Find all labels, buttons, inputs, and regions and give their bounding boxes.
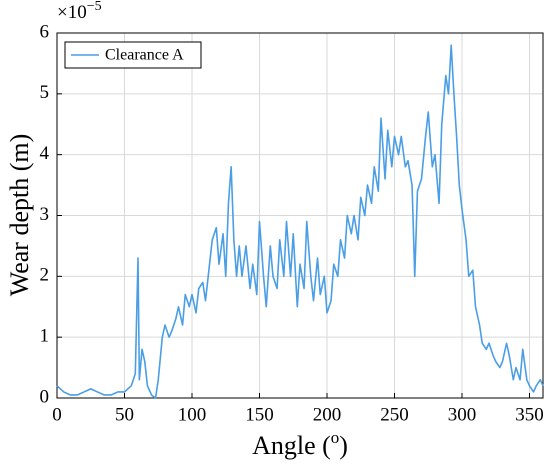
x-label-text: Angle ( bbox=[252, 431, 331, 460]
x-tick-label: 100 bbox=[178, 404, 207, 425]
legend-label: Clearance A bbox=[105, 47, 184, 64]
x-tick-label: 50 bbox=[115, 404, 134, 425]
x-tick-label: 300 bbox=[448, 404, 477, 425]
y-tick-label: 4 bbox=[40, 143, 50, 164]
legend-box bbox=[64, 41, 202, 69]
y-scale-base: ×10 bbox=[57, 2, 87, 23]
y-label: Wear depth (m) bbox=[5, 134, 34, 297]
x-tick-label: 200 bbox=[313, 404, 342, 425]
y-tick-label: 1 bbox=[40, 326, 50, 347]
x-label-sup: o bbox=[331, 428, 340, 447]
y-tick-label: 6 bbox=[40, 21, 50, 42]
x-tick-label: 350 bbox=[515, 404, 544, 425]
x-tick-label: 150 bbox=[245, 404, 274, 425]
y-tick-label: 5 bbox=[40, 82, 50, 103]
x-tick-label: 250 bbox=[380, 404, 409, 425]
plot-frame bbox=[56, 32, 544, 399]
y-tick-label: 0 bbox=[40, 386, 50, 407]
data-line bbox=[56, 44, 544, 399]
x-label-end: ) bbox=[339, 431, 348, 460]
x-tick-label: 0 bbox=[52, 404, 62, 425]
y-tick-label: 2 bbox=[40, 265, 50, 286]
x-label: Angle (o) bbox=[252, 428, 348, 460]
y-scale-exponent: −5 bbox=[87, 0, 102, 14]
y-scale: ×10−5 bbox=[57, 0, 102, 23]
y-tick-label: 3 bbox=[40, 204, 50, 225]
